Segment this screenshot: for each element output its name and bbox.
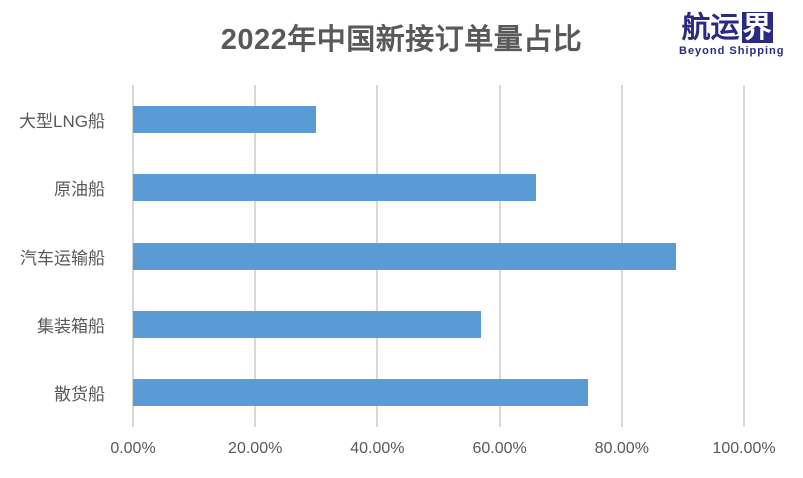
gridline-100 [743,85,745,427]
bar-1 [133,105,317,133]
bar-row [133,290,744,358]
x-tick-label: 80.00% [594,440,649,457]
bar-4 [133,310,482,338]
x-axis-labels: 0.00% 20.00% 40.00% 60.00% 80.00% 100.00% [110,440,775,464]
brand-logo-text: 航运 [681,10,740,44]
x-tick-label: 20.00% [228,440,283,457]
category-label: 原油船 [54,180,105,200]
bar-5 [133,379,588,407]
brand-logo: 航运界 Beyond Shipping [679,12,785,58]
bar-row [133,359,744,427]
x-tick-label: 40.00% [350,440,405,457]
category-label: 大型LNG船 [19,111,105,131]
bar-3 [133,242,676,270]
category-label: 散货船 [54,385,105,405]
plot-area [132,85,745,427]
category-label: 汽车运输船 [20,248,105,268]
bar-rows [133,85,744,427]
y-axis-labels: 大型LNG船原油船汽车运输船集装箱船散货船 [0,85,105,427]
brand-logo-wordmark: 航运界 [679,12,775,43]
bar-row [133,85,744,153]
brand-logo-boxed-char: 界 [741,10,773,44]
bar-2 [133,174,537,202]
brand-logo-subtitle: Beyond Shipping [679,45,785,57]
bar-row [133,153,744,221]
x-tick-label: 0.00% [110,440,156,457]
category-label: 集装箱船 [37,316,105,336]
x-tick-label: 100.00% [712,440,776,457]
bar-row [133,222,744,290]
chart-title: 2022年中国新接订单量占比 [220,24,583,56]
x-tick-label: 60.00% [472,440,527,457]
